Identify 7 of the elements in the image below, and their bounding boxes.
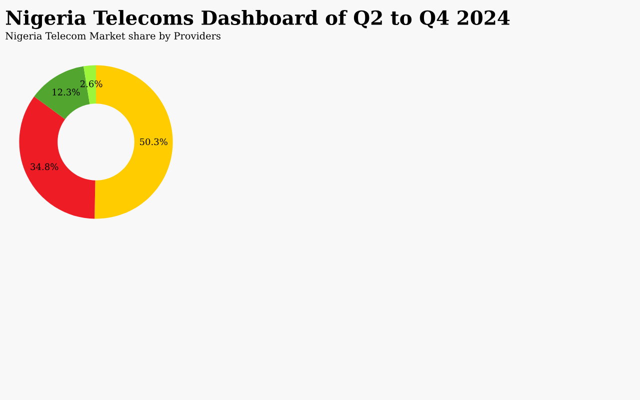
data-label: 50.3% — [140, 138, 168, 146]
chart-subtitle: Nigeria Telecom Market share by Providers — [6, 32, 220, 42]
donut-slice — [19, 96, 96, 219]
text: Nigeria Telecoms Dashboard of Q2 to Q4 2024 — [6, 10, 510, 30]
data-label: 2.6% — [80, 80, 102, 88]
data-label: 12.3% — [52, 88, 80, 96]
data-label: 34.8% — [30, 163, 58, 170]
